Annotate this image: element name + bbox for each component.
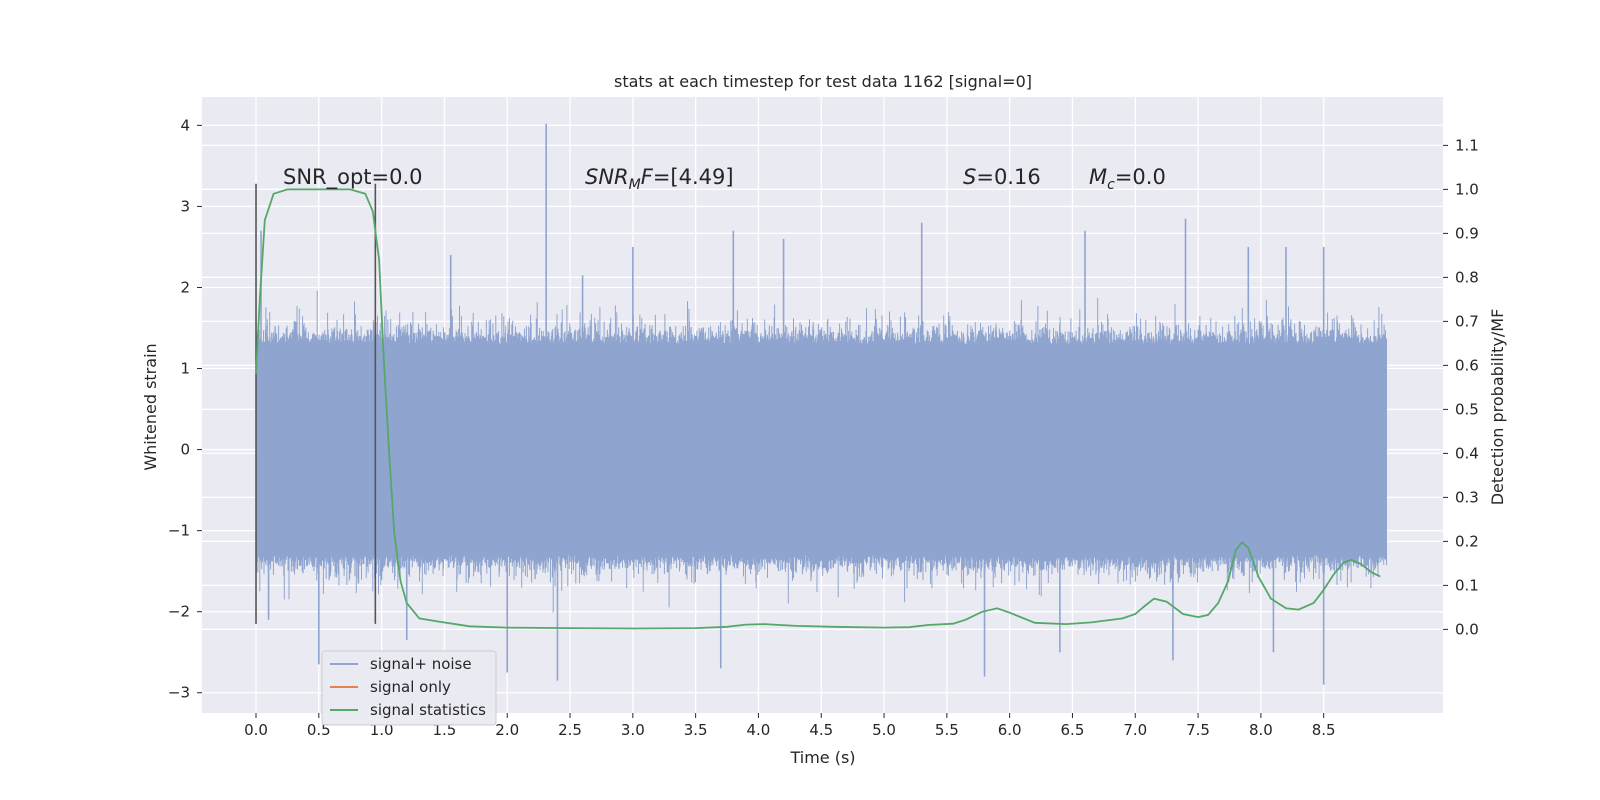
legend: signal+ noise signal only signal statist… bbox=[321, 650, 497, 726]
annotation-snr-mf-sub: M bbox=[629, 177, 641, 193]
y2-tick-label: 0.8 bbox=[1455, 268, 1479, 286]
legend-label-signal-noise: signal+ noise bbox=[370, 655, 472, 673]
y2-tick-label: 0.7 bbox=[1455, 312, 1479, 330]
legend-label-signal-statistics: signal statistics bbox=[370, 701, 486, 719]
x-tick-label: 0.0 bbox=[244, 721, 268, 739]
x-tick-label: 3.0 bbox=[621, 721, 645, 739]
y-tick-label: 1 bbox=[180, 360, 190, 378]
x-tick-label: 5.0 bbox=[872, 721, 896, 739]
legend-box bbox=[321, 650, 497, 726]
vertical-markers bbox=[255, 183, 377, 624]
x-tick-label: 7.0 bbox=[1123, 721, 1147, 739]
y2-tick-label: 0.9 bbox=[1455, 224, 1479, 242]
y-tick-label: −1 bbox=[168, 522, 190, 540]
x-tick-label: 6.0 bbox=[998, 721, 1022, 739]
y-tick-label: −3 bbox=[168, 684, 190, 702]
annotation-snr-mf-rest: F bbox=[641, 165, 654, 189]
y2-tick-label: 0.4 bbox=[1455, 444, 1479, 462]
x-tick-label: 3.5 bbox=[684, 721, 708, 739]
series-signal-noise bbox=[255, 123, 1387, 685]
y2-tick-label: 0.1 bbox=[1455, 576, 1479, 594]
annotation-s-label: S bbox=[963, 165, 976, 189]
noise-band-core bbox=[256, 344, 1387, 555]
x-tick-label: 2.0 bbox=[495, 721, 519, 739]
y-tick-label: 4 bbox=[180, 116, 190, 134]
y-tick-label: 2 bbox=[180, 278, 190, 296]
y2-tick-label: 0.2 bbox=[1455, 532, 1479, 550]
x-tick-label: 5.5 bbox=[935, 721, 959, 739]
y-tick-labels: −3 −2 −1 0 1 2 3 4 bbox=[168, 116, 202, 702]
annotation-snr-opt: SNR_opt=0.0 bbox=[283, 165, 423, 190]
y2-tick-labels: 0.0 0.1 0.2 0.3 0.4 0.5 0.6 0.7 0.8 0.9 1.0 1.1 bbox=[1443, 136, 1479, 638]
legend-label-signal-only: signal only bbox=[370, 678, 451, 696]
x-axis-title: Time (s) bbox=[789, 748, 855, 767]
y2-tick-label: 0.3 bbox=[1455, 488, 1479, 506]
signal-statistics-line bbox=[255, 188, 1381, 630]
annotation-mc: Mc=0.0 bbox=[1089, 165, 1166, 193]
y2-tick-label: 0.6 bbox=[1455, 356, 1479, 374]
annotation-snr-mf: SNRMF=[4.49] bbox=[585, 165, 734, 193]
x-tick-label: 6.5 bbox=[1061, 721, 1085, 739]
annotation-s-value: =0.16 bbox=[976, 165, 1040, 189]
annotation-snr-mf-label: SNR bbox=[585, 165, 629, 189]
x-tick-label: 2.5 bbox=[558, 721, 582, 739]
x-tick-label: 0.5 bbox=[307, 721, 331, 739]
annotation-s: S=0.16 bbox=[963, 165, 1041, 189]
y2-tick-label: 1.0 bbox=[1455, 180, 1479, 198]
x-tick-label: 7.5 bbox=[1186, 721, 1210, 739]
y2-tick-label: 0.0 bbox=[1455, 620, 1479, 638]
y2-tick-label: 0.5 bbox=[1455, 400, 1479, 418]
annotation-mc-sub: c bbox=[1107, 177, 1115, 193]
y2-tick-label: 1.1 bbox=[1455, 136, 1479, 154]
x-tick-label: 8.0 bbox=[1249, 721, 1273, 739]
x-tick-label: 4.5 bbox=[809, 721, 833, 739]
y-tick-label: 0 bbox=[180, 441, 190, 459]
y-tick-label: 3 bbox=[180, 197, 190, 215]
x-tick-label: 8.5 bbox=[1312, 721, 1336, 739]
x-tick-label: 4.0 bbox=[747, 721, 771, 739]
series-signal-statistics bbox=[255, 188, 1381, 630]
annotation-mc-value: =0.0 bbox=[1115, 165, 1166, 189]
y-tick-label: −2 bbox=[168, 603, 190, 621]
y2-axis-title: Detection probability/MF bbox=[1488, 309, 1507, 506]
chart-title: stats at each timestep for test data 116… bbox=[614, 72, 1032, 91]
y-axis-title: Whitened strain bbox=[141, 343, 160, 470]
annotation-mc-label: M bbox=[1089, 165, 1107, 189]
annotation-snr-mf-value: =[4.49] bbox=[653, 165, 734, 189]
